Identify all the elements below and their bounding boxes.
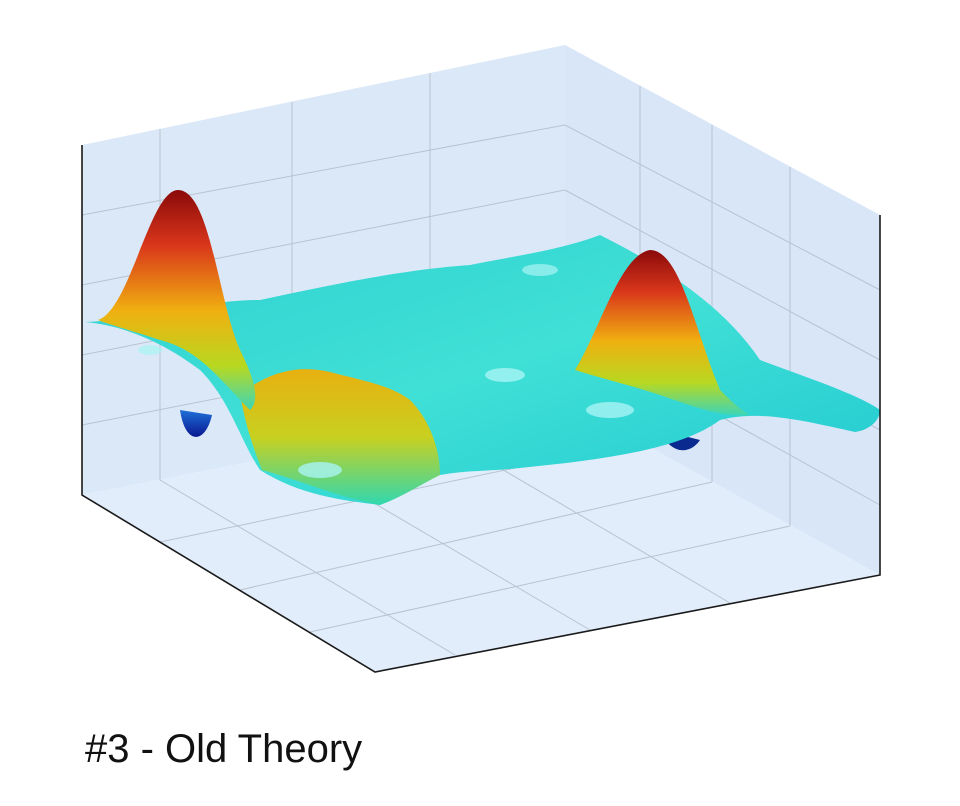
surface <box>85 190 880 505</box>
axis-frame <box>81 145 881 673</box>
caption: #3 - Old Theory <box>85 727 362 771</box>
